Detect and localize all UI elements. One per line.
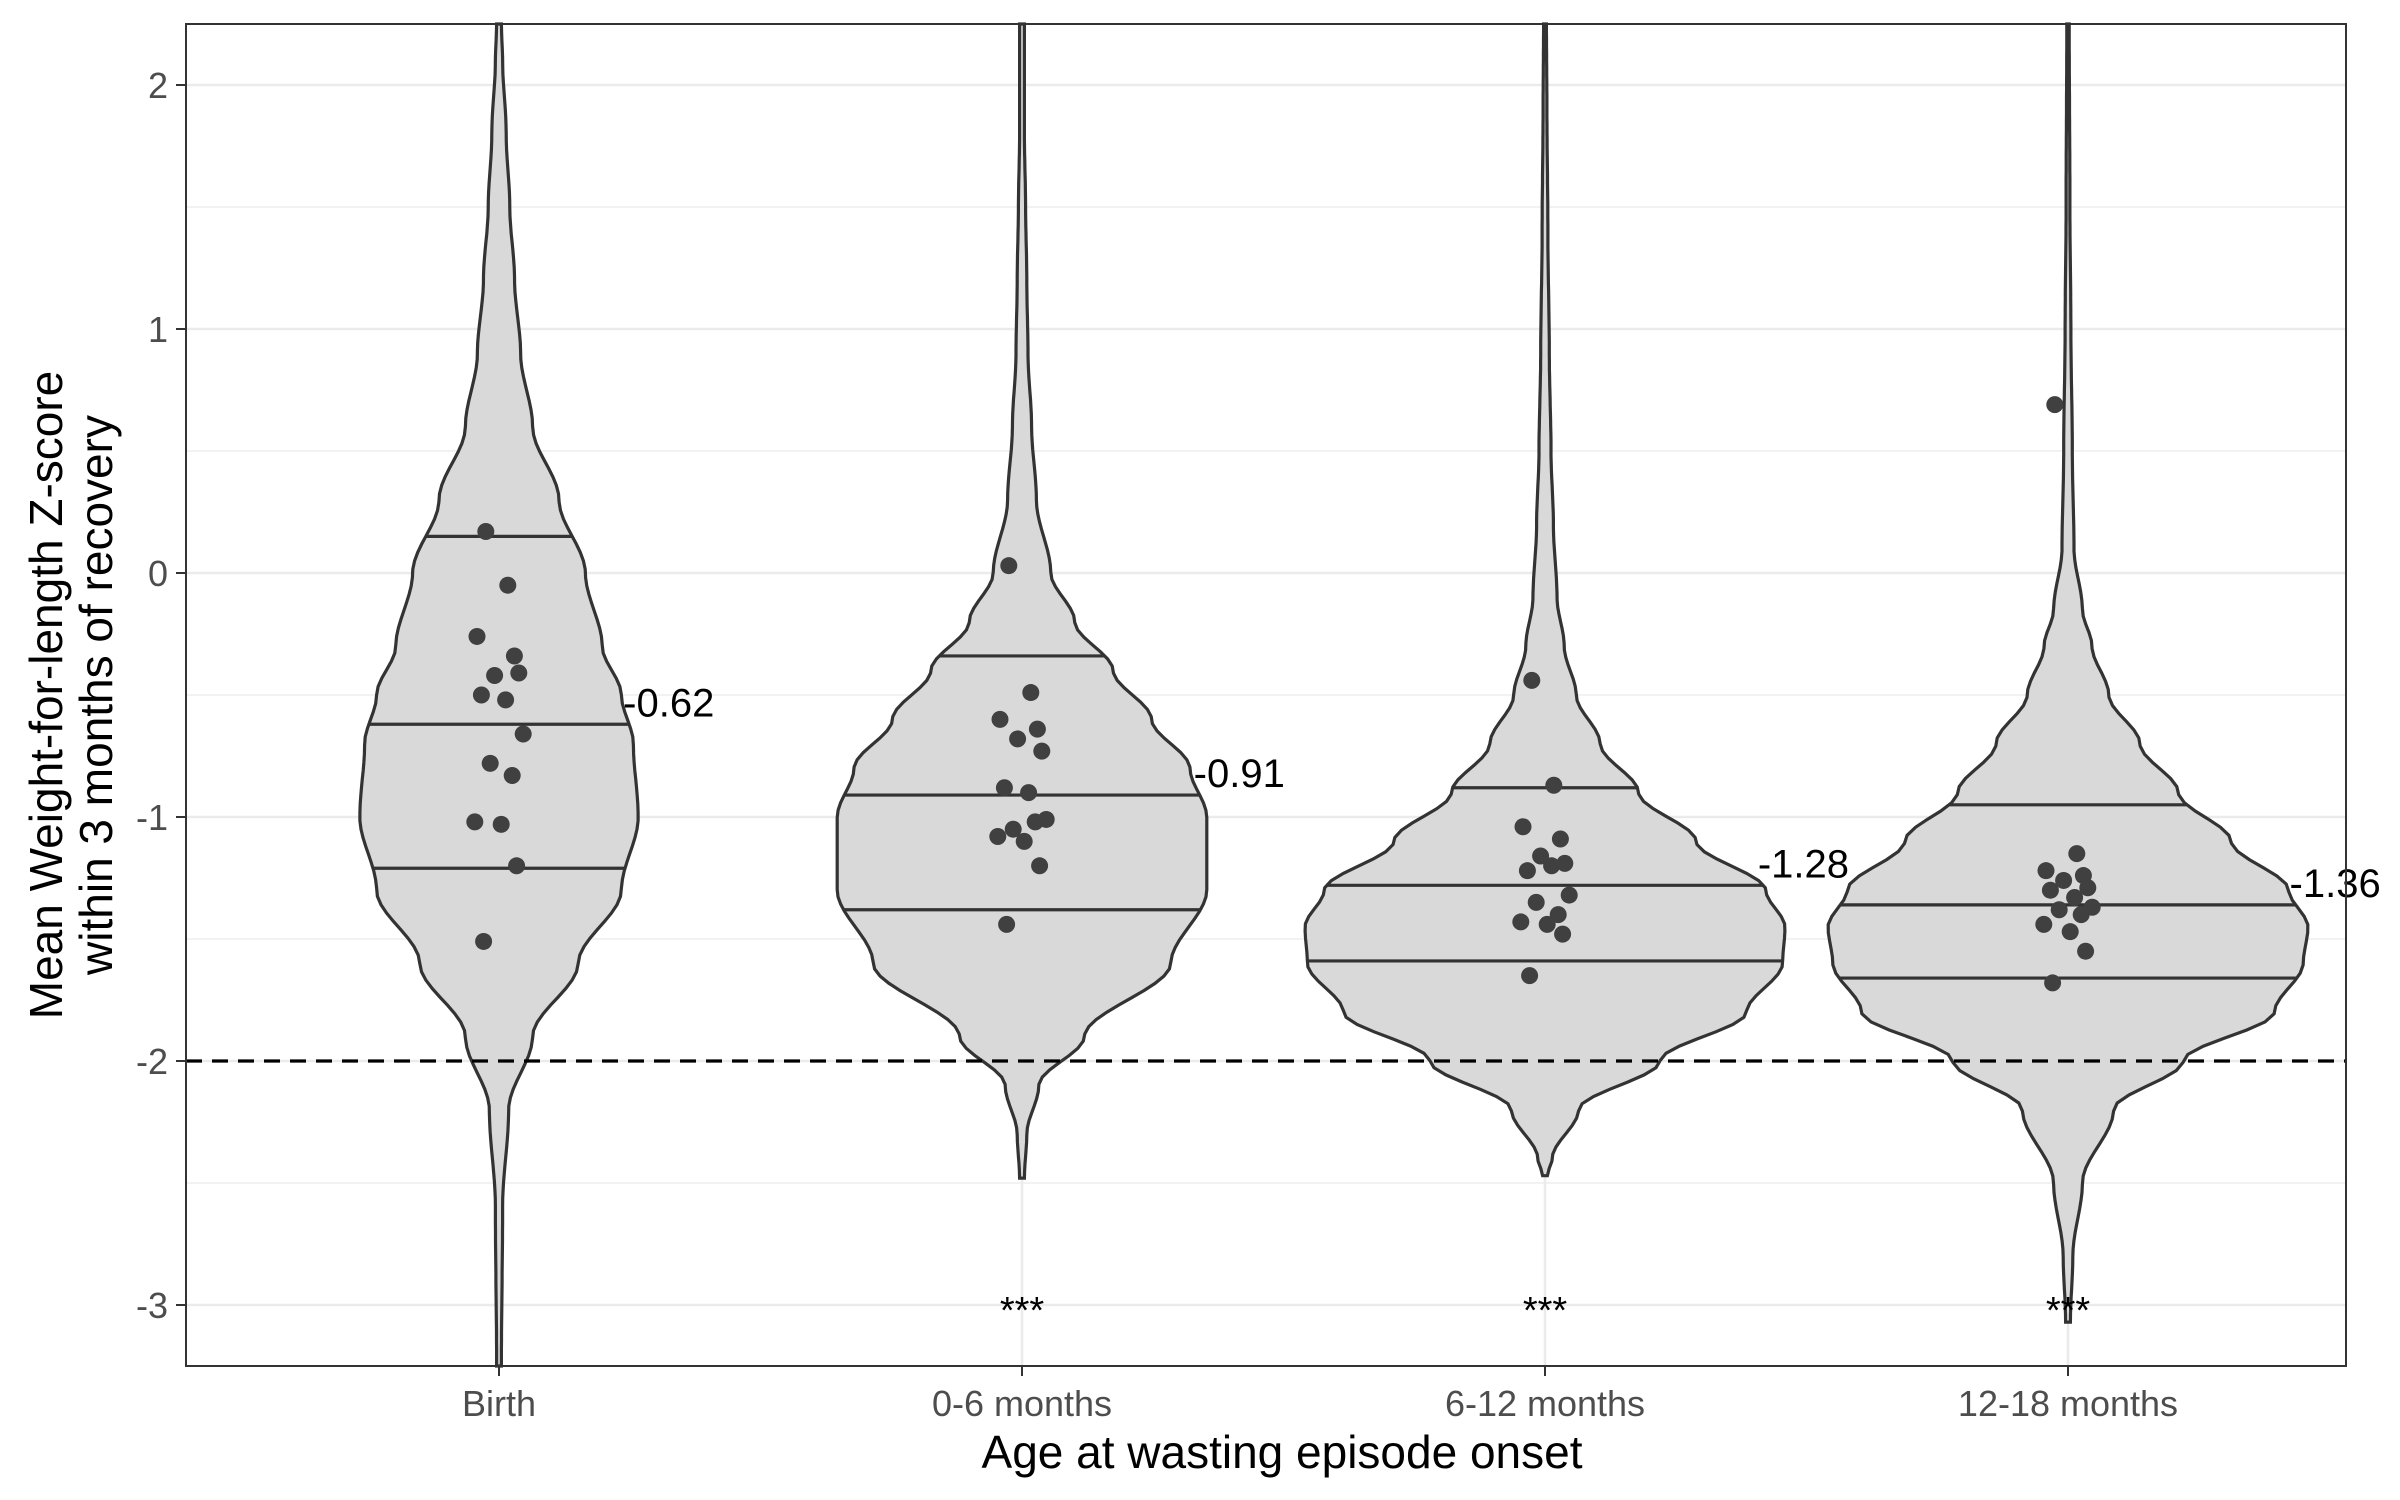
plot-panel-border — [185, 23, 2347, 1367]
data-point — [2044, 974, 2062, 992]
data-point — [1033, 742, 1051, 760]
data-point — [1521, 967, 1539, 985]
x-tick-label: 12-18 months — [1958, 1383, 2178, 1424]
x-tick-label: 6-12 months — [1445, 1383, 1645, 1424]
data-point — [1004, 820, 1022, 838]
data-point — [1031, 857, 1049, 875]
data-point — [1532, 847, 1550, 865]
data-point — [2035, 915, 2053, 933]
data-point — [472, 686, 490, 704]
data-point — [1549, 906, 1567, 924]
data-point — [2037, 862, 2055, 880]
data-point — [503, 767, 521, 785]
y-axis-title-line-2: within 3 months of recovery — [70, 415, 122, 976]
y-tick-label: -3 — [136, 1285, 168, 1326]
y-tick-label: 1 — [148, 309, 168, 350]
data-point — [1514, 818, 1532, 836]
data-points — [466, 396, 2101, 992]
data-point — [477, 523, 495, 541]
data-point — [505, 647, 523, 665]
x-tick-label: 0-6 months — [932, 1383, 1112, 1424]
data-point — [497, 691, 515, 709]
y-tick-label: -1 — [136, 797, 168, 838]
x-axis-title: Age at wasting episode onset — [982, 1426, 1583, 1478]
data-point — [492, 815, 510, 833]
data-point — [475, 932, 493, 950]
data-point — [2077, 942, 2095, 960]
data-point — [1015, 832, 1033, 850]
median-value-label: -0.91 — [1194, 752, 1285, 796]
data-point — [1512, 913, 1530, 931]
data-point — [2066, 889, 2084, 907]
data-point — [1028, 720, 1046, 738]
data-point — [2061, 923, 2079, 941]
data-point — [1000, 557, 1018, 575]
data-point — [995, 779, 1013, 797]
data-point — [998, 915, 1016, 933]
data-point — [1551, 830, 1569, 848]
data-point — [2041, 881, 2059, 899]
median-value-label: -1.36 — [2290, 862, 2381, 906]
data-point — [486, 666, 504, 684]
data-point — [1554, 925, 1572, 943]
significance-label: *** — [1000, 1290, 1045, 1332]
data-point — [1026, 813, 1044, 831]
data-point — [2072, 906, 2090, 924]
data-point — [508, 857, 526, 875]
data-point — [2050, 901, 2068, 919]
data-point — [1543, 857, 1561, 875]
data-point — [2046, 396, 2064, 414]
axes: Birth 0-6 months 6-12 months 12-18 months 2 1… — [136, 65, 2178, 1424]
y-tick-label: 0 — [148, 553, 168, 594]
data-point — [1009, 730, 1027, 748]
data-point — [1523, 671, 1541, 689]
data-point — [481, 754, 499, 772]
data-point — [1518, 862, 1536, 880]
significance-label: *** — [1523, 1290, 1568, 1332]
significance-label: *** — [2046, 1290, 2091, 1332]
data-point — [510, 664, 528, 682]
median-value-label: -1.28 — [1758, 842, 1849, 886]
median-value-label: -0.62 — [623, 681, 714, 725]
data-point — [1545, 776, 1563, 794]
data-point — [989, 828, 1007, 846]
data-point — [1560, 886, 1578, 904]
x-tick-label: Birth — [462, 1383, 536, 1424]
data-point — [468, 627, 486, 645]
data-point — [499, 576, 517, 594]
y-tick-label: -2 — [136, 1041, 168, 1082]
y-axis-title-line-1: Mean Weight-for-length Z-score — [20, 371, 72, 1020]
y-tick-label: 2 — [148, 65, 168, 106]
data-point — [514, 725, 532, 743]
data-point — [466, 813, 484, 831]
data-point — [1556, 854, 1574, 872]
data-point — [991, 710, 1009, 728]
data-point — [2079, 879, 2097, 897]
data-point — [1538, 915, 1556, 933]
data-point — [1020, 784, 1038, 802]
annotations: -0.62 -0.91 *** -1.28 *** -1.36 *** — [623, 681, 2381, 1332]
data-point — [1022, 684, 1040, 702]
data-point — [1527, 893, 1545, 911]
data-point — [2055, 871, 2073, 889]
data-point — [2068, 845, 2086, 863]
